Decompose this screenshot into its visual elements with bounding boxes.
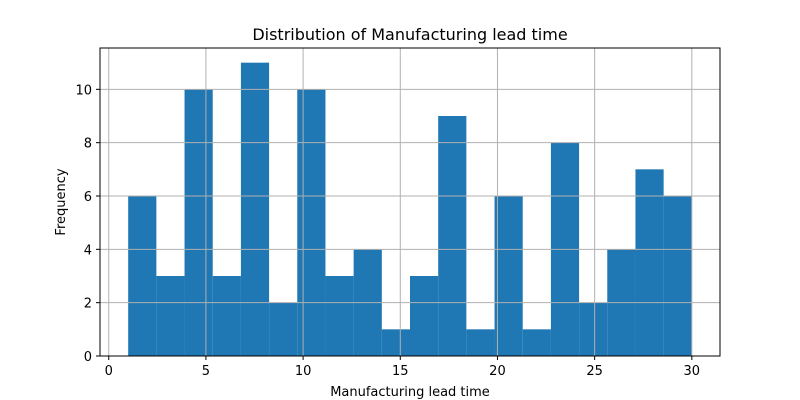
histogram-bar: [635, 169, 664, 356]
histogram-bar: [156, 276, 185, 356]
y-axis-label: Frequency: [54, 168, 69, 235]
histogram-bar: [212, 276, 241, 356]
y-tick-label: 8: [84, 137, 92, 152]
x-tick-label: 20: [489, 364, 506, 379]
x-tick-label: 5: [202, 364, 210, 379]
axis-ticks: 0 5 10 15 20 25 30 0 2 4 6 8 10: [75, 48, 720, 379]
x-tick-label: 30: [684, 364, 701, 379]
histogram-bar: [494, 196, 523, 356]
x-tick-label: 25: [586, 364, 603, 379]
plot-frame: [99, 47, 721, 357]
y-tick-label: 0: [84, 350, 92, 365]
y-tick-label: 4: [84, 243, 92, 258]
histogram-bar: [466, 329, 495, 356]
histogram-bar: [240, 62, 270, 357]
histogram-bar: [522, 329, 551, 356]
y-tick-label: 10: [75, 83, 92, 98]
y-tick-label: 2: [84, 297, 92, 312]
histogram-bar: [184, 89, 213, 356]
histogram-bar: [410, 276, 439, 356]
histogram-bar: [663, 196, 692, 356]
x-axis-label: Manufacturing lead time: [330, 385, 490, 400]
histogram-bar: [381, 329, 410, 356]
histogram-bar: [438, 116, 467, 356]
histogram-bar: [269, 302, 298, 356]
histogram-bar: [579, 302, 608, 356]
x-tick-label: 10: [295, 364, 312, 379]
x-tick-label: 0: [105, 364, 113, 379]
histogram-bars: [128, 62, 692, 357]
histogram-bar: [128, 196, 157, 356]
histogram-bar: [325, 276, 354, 356]
histogram-bar: [297, 89, 326, 356]
chart-title: Distribution of Manufacturing lead time: [252, 25, 567, 44]
y-tick-label: 6: [84, 190, 92, 205]
x-tick-label: 15: [392, 364, 409, 379]
